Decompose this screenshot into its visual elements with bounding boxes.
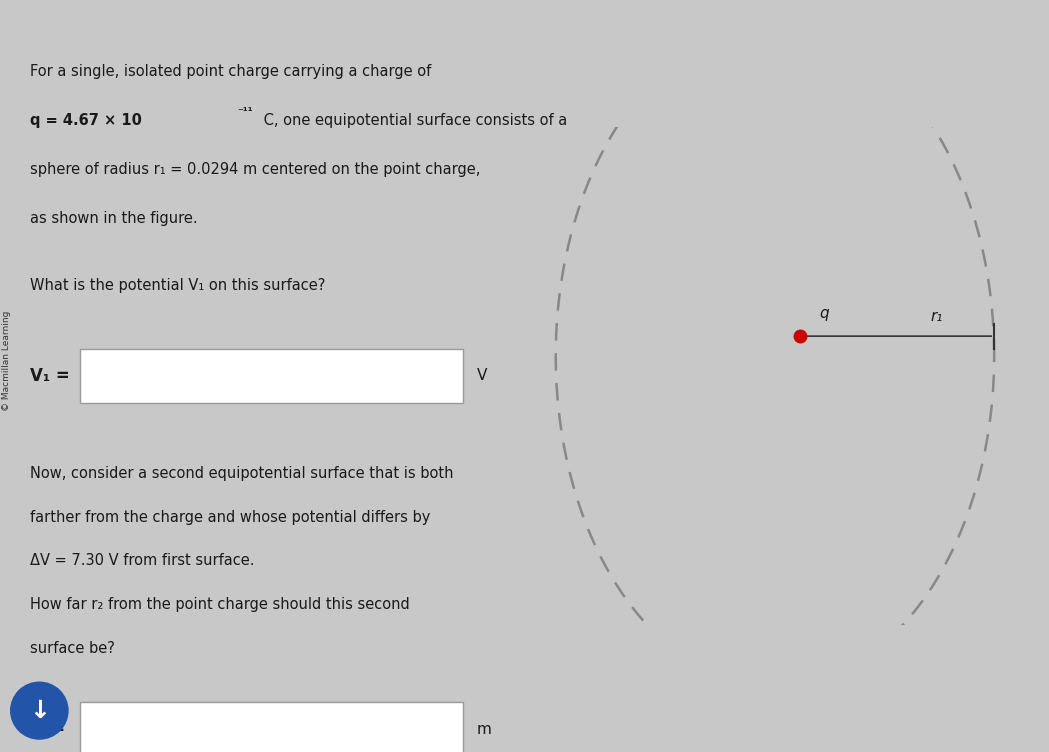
Text: ↓: ↓ [28,699,50,723]
Text: r₂ =: r₂ = [30,720,65,738]
Circle shape [10,682,68,739]
Text: q = 4.67 × 10: q = 4.67 × 10 [30,113,143,128]
Text: m: m [476,722,491,737]
FancyBboxPatch shape [80,349,463,403]
Text: C, one equipotential surface consists of a: C, one equipotential surface consists of… [259,113,568,128]
Text: © Macmillan Learning: © Macmillan Learning [2,311,12,411]
FancyBboxPatch shape [80,702,463,752]
Text: surface be?: surface be? [30,641,115,656]
Text: How far r₂ from the point charge should this second: How far r₂ from the point charge should … [30,597,410,612]
Text: For a single, isolated point charge carrying a charge of: For a single, isolated point charge carr… [30,64,431,79]
Text: q: q [820,306,830,321]
Text: V: V [476,368,487,384]
Text: as shown in the figure.: as shown in the figure. [30,211,198,226]
Text: V₁ =: V₁ = [30,367,70,385]
Text: ⁻¹¹: ⁻¹¹ [237,107,253,117]
Text: ΔV = 7.30 V from first surface.: ΔV = 7.30 V from first surface. [30,553,255,569]
Text: farther from the charge and whose potential differs by: farther from the charge and whose potent… [30,510,431,525]
Text: Now, consider a second equipotential surface that is both: Now, consider a second equipotential sur… [30,466,454,481]
Text: sphere of radius r₁ = 0.0294 m centered on the point charge,: sphere of radius r₁ = 0.0294 m centered … [30,162,480,177]
Text: r₁: r₁ [930,308,943,323]
Text: What is the potential V₁ on this surface?: What is the potential V₁ on this surface… [30,278,325,293]
